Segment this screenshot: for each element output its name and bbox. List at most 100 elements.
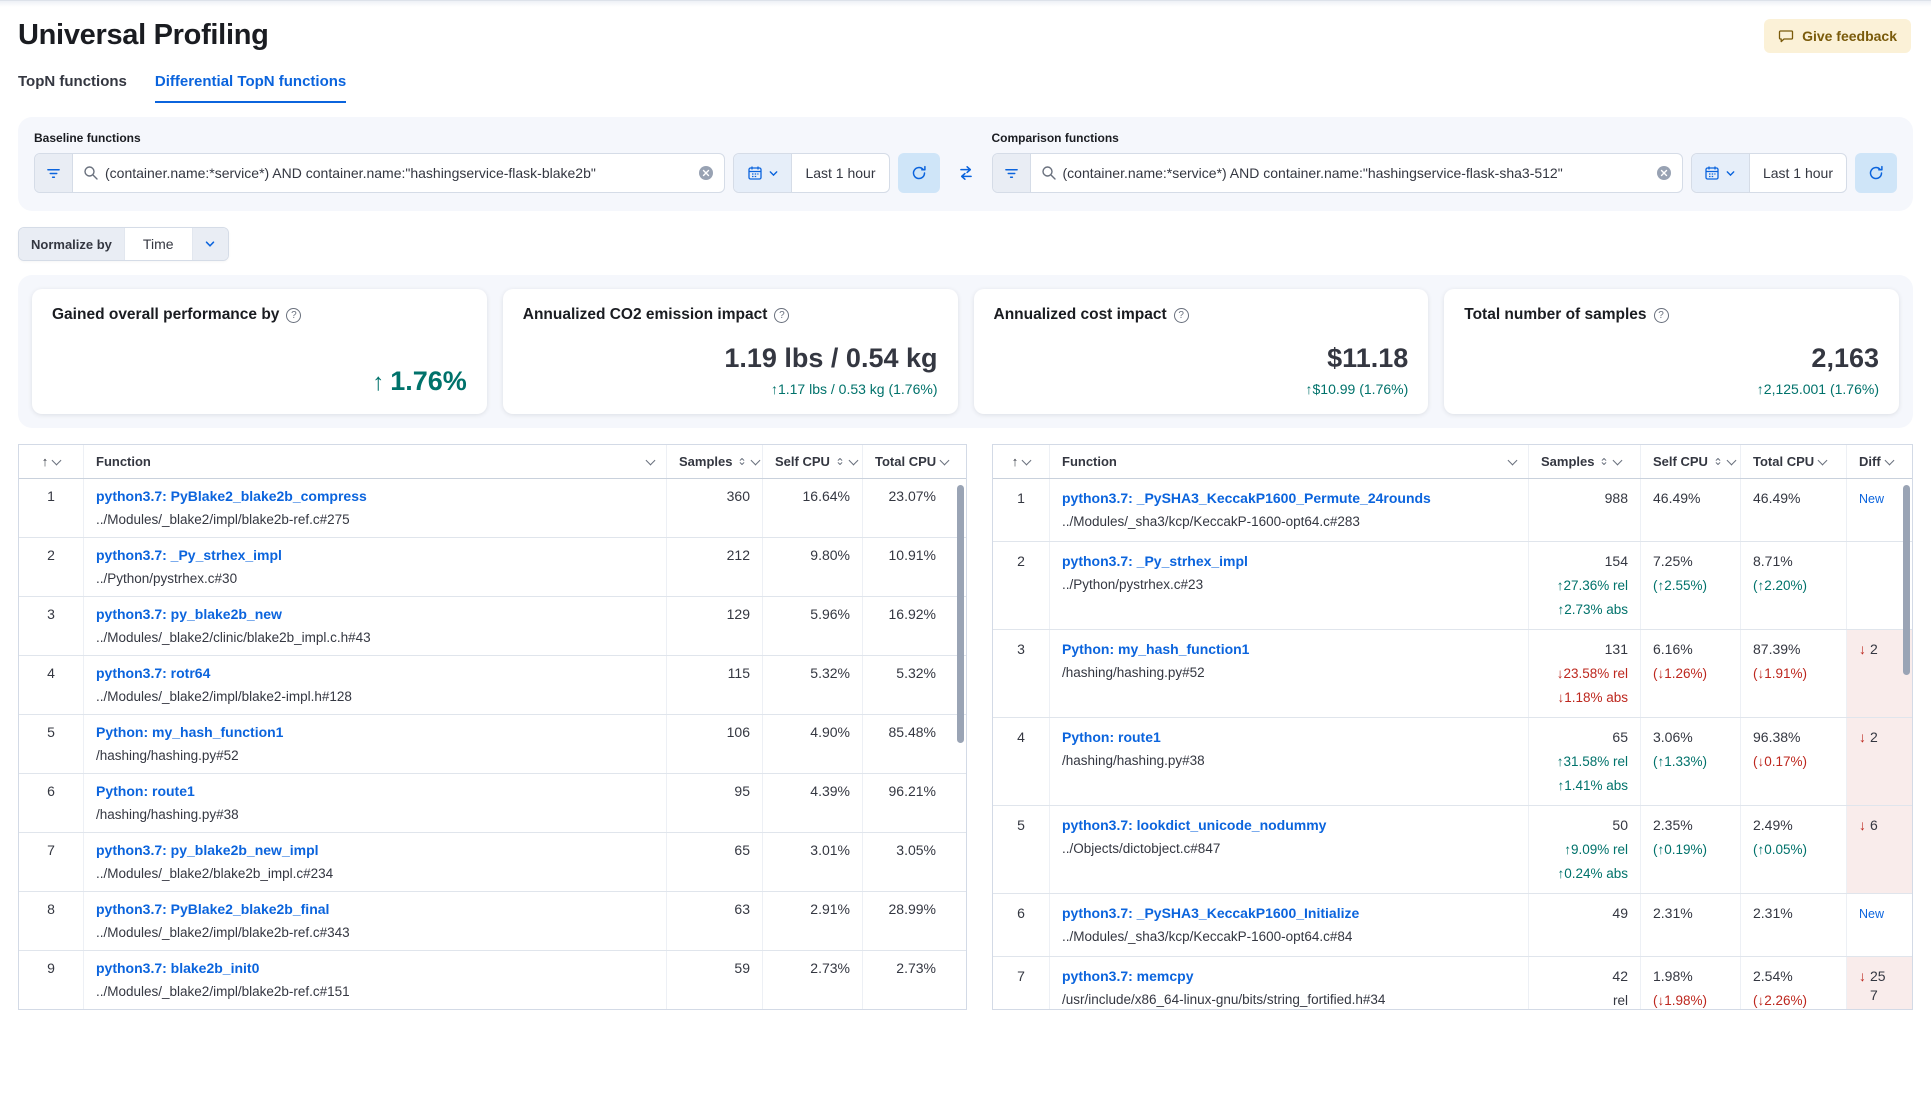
function-path: ../Modules/_blake2/blake2b_impl.c#234 [96,866,334,881]
table-row: 2 python3.7: _Py_strhex_impl ../Python/p… [19,538,966,597]
self-cpu-cell: 7.25% (↑2.55%) [1640,542,1740,629]
table-row: 3 Python: my_hash_function1 /hashing/has… [993,630,1912,718]
comparison-query-input[interactable] [1062,165,1646,181]
total-cpu-cell: 23.07% [862,479,966,537]
function-path: ../Modules/_sha3/kcp/KeccakP-1600-opt64.… [1062,929,1353,944]
baseline-functions-group: Baseline functions Last 1 hour [34,131,940,193]
function-link[interactable]: python3.7: PyBlake2_blake2b_final [96,901,330,917]
col-self-cpu: Self CPU [1640,445,1740,478]
function-path: ../Modules/_blake2/impl/blake2b-ref.c#27… [96,512,350,527]
search-icon [83,165,99,181]
baseline-time-range[interactable]: Last 1 hour [805,165,876,181]
function-link[interactable]: python3.7: py_blake2b_new [96,606,282,622]
samples-cell: 129 [666,597,762,655]
give-feedback-button[interactable]: Give feedback [1764,19,1911,53]
summary-cards: Gained overall performance by ↑1.76% Ann… [18,275,1913,428]
total-cpu-cell: 2.73% [862,951,966,1009]
stat-card-title: Annualized CO2 emission impact [523,306,938,324]
samples-cell: 212 [666,538,762,596]
function-path: /usr/include/x86_64-linux-gnu/bits/strin… [1062,992,1386,1007]
baseline-date-picker: Last 1 hour [733,153,890,193]
samples-cell: 65 ↑31.58% rel ↑1.41% abs [1528,718,1640,805]
function-link[interactable]: python3.7: _PySHA3_KeccakP1600_Initializ… [1062,905,1360,921]
function-cell: python3.7: memcpy /usr/include/x86_64-li… [1049,957,1528,1009]
sort-ascending-icon[interactable]: ↑ [41,454,49,469]
function-path: /hashing/hashing.py#38 [1062,753,1205,768]
help-icon[interactable] [1173,307,1189,323]
table-row: 4 Python: route1 /hashing/hashing.py#38 … [993,718,1912,806]
samples-abs-delta: ↑2.73% abs [1557,602,1628,617]
chevron-down-icon[interactable] [645,455,656,465]
function-link[interactable]: Python: my_hash_function1 [1062,641,1250,657]
function-link[interactable]: python3.7: _Py_strhex_impl [1062,553,1248,569]
self-cpu-cell: 3.01% [762,833,862,891]
samples-cell: 42 rel ↓1.98% abs [1528,957,1640,1009]
up-arrow-icon: ↑ [372,369,385,396]
total-cpu-delta: (↓1.91%) [1753,666,1808,681]
function-link[interactable]: Python: route1 [1062,729,1161,745]
comparison-calendar-button[interactable] [1691,154,1750,192]
normalize-by-value[interactable]: Time [123,228,192,260]
chevron-down-icon[interactable] [51,455,62,465]
diff-cell [1846,542,1912,629]
function-link[interactable]: python3.7: _Py_strhex_impl [96,547,282,563]
chevron-down-icon[interactable] [751,455,761,465]
tab-topn-functions[interactable]: TopN functions [18,73,127,90]
chevron-down-icon[interactable] [848,455,859,465]
function-path: ../Modules/_blake2/impl/blake2-impl.h#12… [96,689,352,704]
chevron-down-icon[interactable] [1884,455,1895,465]
baseline-clear-query-button[interactable] [688,165,724,181]
function-cell: python3.7: _PySHA3_KeccakP1600_Initializ… [1049,894,1528,956]
comparison-filter-button[interactable] [992,154,1031,192]
help-icon[interactable] [286,307,302,323]
sort-ascending-icon[interactable]: ↑ [1011,454,1019,469]
chevron-down-icon[interactable] [1613,455,1623,465]
baseline-refresh-button[interactable] [897,153,940,193]
function-link[interactable]: python3.7: _PySHA3_KeccakP1600_Permute_2… [1062,490,1431,506]
comparison-refresh-button[interactable] [1855,153,1897,193]
function-cell: python3.7: _Py_strhex_impl ../Python/pys… [1049,542,1528,629]
help-icon[interactable] [774,307,790,323]
table-row: 7 python3.7: memcpy /usr/include/x86_64-… [993,957,1912,1009]
chevron-down-icon[interactable] [1726,455,1737,465]
chevron-down-icon[interactable] [939,455,950,465]
function-link[interactable]: python3.7: memcpy [1062,968,1194,984]
table-row: 9 python3.7: blake2b_init0 ../Modules/_b… [19,951,966,1009]
baseline-calendar-button[interactable] [734,154,793,192]
vertical-scrollbar[interactable] [957,485,964,743]
baseline-label: Baseline functions [34,131,141,145]
function-link[interactable]: python3.7: rotr64 [96,665,211,681]
tab-differential-topn-functions[interactable]: Differential TopN functions [154,73,347,103]
chevron-down-icon[interactable] [1021,455,1032,465]
function-link[interactable]: Python: route1 [96,783,195,799]
stat-card-delta: ↑$10.99 (1.76%) [1305,381,1409,397]
comparison-clear-query-button[interactable] [1646,165,1682,181]
function-link[interactable]: python3.7: PyBlake2_blake2b_compress [96,488,367,504]
samples-cell: 988 [1528,479,1640,541]
vertical-scrollbar[interactable] [1903,485,1910,675]
baseline-filter-button[interactable] [35,154,73,192]
normalize-by-dropdown-button[interactable] [191,228,228,260]
row-rank: 7 [1017,968,1025,984]
chevron-down-icon[interactable] [1507,455,1518,465]
baseline-query-input[interactable] [105,165,689,181]
function-link[interactable]: python3.7: py_blake2b_new_impl [96,842,319,858]
diff-cell: ↓ 6 [1846,806,1912,893]
diff-cell: ↓ 2 [1846,718,1912,805]
comparison-time-range[interactable]: Last 1 hour [1762,165,1833,181]
function-path: ../Python/pystrhex.c#30 [96,571,238,586]
col-diff: Diff [1846,445,1912,478]
self-cpu-cell: 46.49% [1640,479,1740,541]
samples-rel-delta: ↑27.36% rel [1556,578,1628,593]
chevron-down-icon[interactable] [1817,455,1828,465]
function-link[interactable]: python3.7: blake2b_init0 [96,960,260,976]
function-link[interactable]: python3.7: lookdict_unicode_nodummy [1062,817,1327,833]
self-cpu-cell: 4.90% [762,715,862,773]
chevron-down-icon [204,238,216,250]
function-link[interactable]: Python: my_hash_function1 [96,724,284,740]
stat-card-title: Total number of samples [1464,306,1879,324]
help-icon[interactable] [1653,307,1669,323]
calendar-icon [1704,165,1720,181]
chevron-down-icon [768,168,779,179]
swap-sides-button[interactable] [948,153,984,193]
